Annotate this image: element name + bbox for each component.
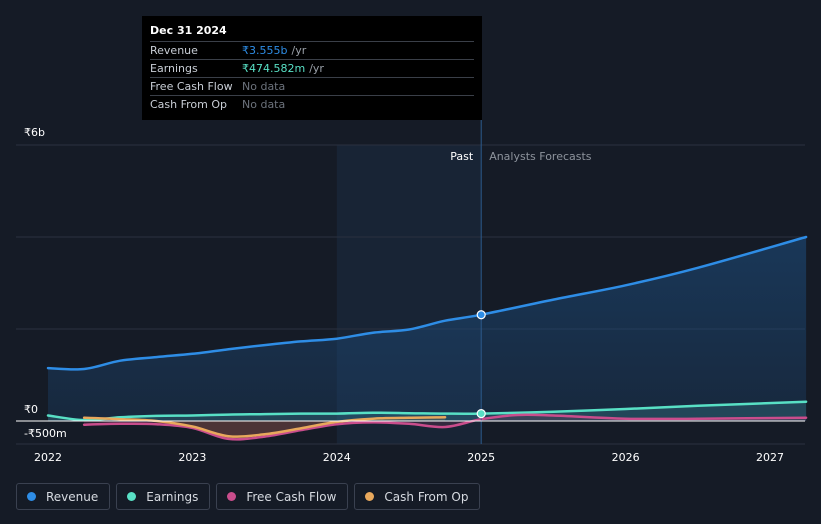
legend-label: Cash From Op	[384, 489, 469, 504]
revenue-line	[46, 235, 808, 371]
tooltip-unit: /yr	[291, 44, 307, 57]
series-lines	[46, 235, 808, 441]
y-tick-label: ₹6b	[24, 126, 45, 139]
x-tick-label: 2027	[756, 451, 784, 464]
tooltip-label: Earnings	[150, 62, 198, 75]
tooltip-unit: /yr	[309, 62, 324, 75]
tooltip-date: Dec 31 2024	[150, 24, 227, 37]
earnings-line	[46, 400, 808, 422]
chart-legend: Revenue Earnings Free Cash Flow Cash Fro…	[16, 483, 481, 510]
legend-label: Free Cash Flow	[246, 489, 337, 504]
tooltip-row-cash-from-op: Cash From Op No data	[150, 95, 474, 113]
x-tick-label: 2025	[467, 451, 495, 464]
earnings-area	[48, 401, 807, 421]
legend-label: Revenue	[46, 489, 99, 504]
legend-revenue-button[interactable]: Revenue	[16, 483, 111, 510]
y-tick-label: -₹500m	[24, 427, 67, 440]
data-tooltip: Dec 31 2024 Revenue ₹3.555b /yr Earnings…	[142, 16, 482, 120]
free-cash-flow-line	[82, 413, 808, 441]
tooltip-value: ₹3.555b	[242, 44, 288, 57]
earnings-marker	[476, 409, 486, 419]
legend-free-cash-flow-button[interactable]: Free Cash Flow	[216, 483, 349, 510]
legend-dot-icon	[365, 492, 375, 501]
revenue-marker	[476, 310, 486, 320]
forecast-label: Analysts Forecasts	[489, 150, 592, 163]
tooltip-value: No data	[242, 80, 286, 93]
legend-dot-icon	[227, 492, 237, 501]
x-tick-label: 2023	[178, 451, 206, 464]
past-label: Past	[450, 150, 474, 163]
x-tick-label: 2024	[323, 451, 351, 464]
y-axis-labels: ₹6b ₹0 -₹500m	[24, 126, 67, 440]
tooltip-value: No data	[242, 98, 286, 111]
tooltip-row-revenue: Revenue ₹3.555b /yr	[150, 41, 474, 59]
cash-from-op-line	[82, 416, 447, 438]
tooltip-label: Cash From Op	[150, 98, 228, 111]
x-axis-labels: 2022 2023 2024 2025 2026 2027	[34, 451, 784, 464]
legend-cash-from-op-button[interactable]: Cash From Op	[354, 483, 481, 510]
tooltip-label: Free Cash Flow	[150, 80, 233, 93]
legend-label: Earnings	[146, 489, 199, 504]
tooltip-value: ₹474.582m	[242, 62, 306, 75]
legend-dot-icon	[27, 492, 36, 501]
highlight-markers	[476, 310, 486, 419]
revenue-area	[48, 237, 807, 421]
tooltip-label: Revenue	[150, 44, 198, 57]
legend-earnings-button[interactable]: Earnings	[116, 483, 211, 510]
x-tick-label: 2026	[612, 451, 640, 464]
tooltip-row-free-cash-flow: Free Cash Flow No data	[150, 77, 474, 95]
tooltip-row-earnings: Earnings ₹474.582m /yr	[150, 59, 474, 77]
y-tick-label: ₹0	[24, 403, 38, 416]
legend-dot-icon	[127, 492, 137, 501]
x-tick-label: 2022	[34, 451, 62, 464]
